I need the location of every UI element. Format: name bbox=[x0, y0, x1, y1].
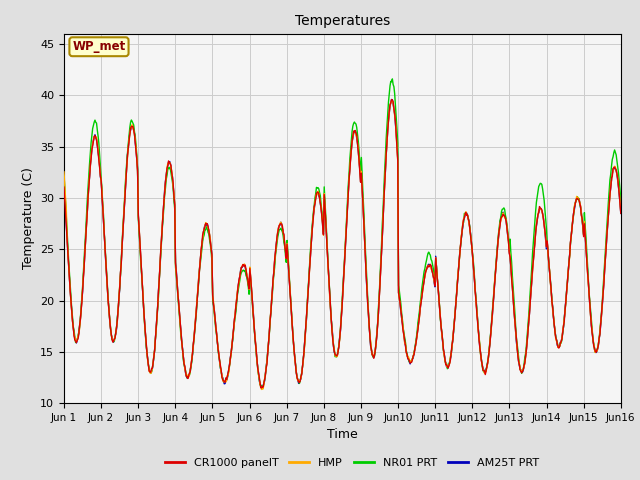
Text: WP_met: WP_met bbox=[72, 40, 125, 53]
Y-axis label: Temperature (C): Temperature (C) bbox=[22, 168, 35, 269]
Title: Temperatures: Temperatures bbox=[295, 14, 390, 28]
Legend: CR1000 panelT, HMP, NR01 PRT, AM25T PRT: CR1000 panelT, HMP, NR01 PRT, AM25T PRT bbox=[160, 453, 544, 472]
X-axis label: Time: Time bbox=[327, 429, 358, 442]
